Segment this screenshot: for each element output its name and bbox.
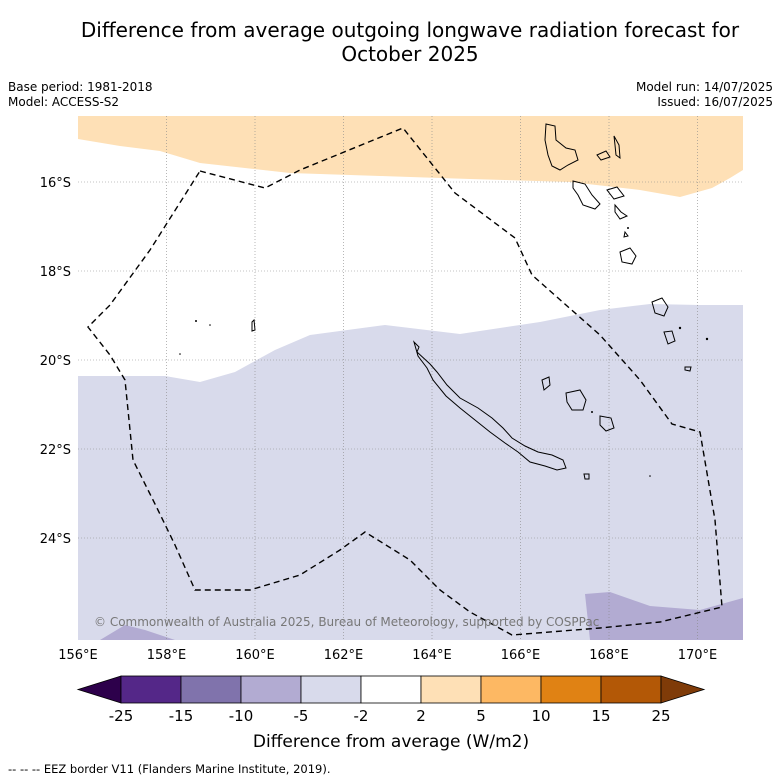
lon-tick-label: 158°E [147, 648, 187, 663]
colorbar-tick-label: -5 [294, 707, 309, 725]
colorbar-extend-high [660, 675, 706, 704]
island-epi [614, 203, 629, 220]
island-ambae [596, 150, 611, 161]
copyright-notice: © Commonwealth of Australia 2025, Bureau… [94, 615, 599, 629]
islet [678, 326, 682, 330]
colorbar-extend-low [76, 675, 122, 704]
island-maewo [613, 135, 621, 160]
eez-footnote: -- -- -- EEZ border V11 (Flanders Marine… [8, 762, 331, 776]
island-shepherd [623, 230, 629, 238]
colorbar-swatch [240, 675, 302, 704]
colorbar-tick-label: -15 [169, 707, 194, 725]
lon-tick-label: 156°E [58, 648, 98, 663]
island-tanna [663, 330, 676, 345]
island-ouvea [541, 376, 551, 391]
islet [627, 227, 629, 229]
islet [195, 320, 197, 322]
lon-tick-label: 162°E [324, 648, 364, 663]
island-malekula [572, 180, 601, 210]
colorbar-tick-label: 5 [476, 707, 486, 725]
island-espiritu-santo [544, 123, 579, 171]
lat-tick-labels: 16°S 18°S 20°S 22°S 24°S [40, 176, 71, 547]
eez-border [87, 127, 723, 636]
lon-tick-label: 160°E [235, 648, 275, 663]
model-info: Base period: 1981-2018 Model: ACCESS-S2 [8, 80, 153, 110]
colorbar-label: Difference from average (W/m2) [253, 732, 529, 752]
colorbar-swatch [180, 675, 242, 704]
colorbar-swatch [420, 675, 482, 704]
lon-tick-label: 164°E [412, 648, 452, 663]
strong-negative-bottom-right [585, 592, 743, 640]
colorbar-swatch [480, 675, 542, 704]
colorbar-swatch [300, 675, 362, 704]
colorbar-tick-label: -10 [229, 707, 254, 725]
coastlines [251, 123, 692, 480]
issued-date: Issued: 16/07/2025 [657, 95, 773, 109]
negative-anomaly-region [78, 304, 743, 640]
model-name: Model: ACCESS-S2 [8, 95, 120, 109]
islet [649, 475, 651, 477]
colorbar-swatches [76, 675, 706, 704]
lon-tick-labels: 156°E 158°E 160°E 162°E 164°E 166°E 168°… [58, 648, 717, 663]
colorbar-tick-label: 15 [591, 707, 610, 725]
island-walpole [583, 473, 590, 480]
island-lifou [565, 389, 587, 411]
island-efate [619, 247, 637, 265]
islet [705, 337, 709, 341]
lon-tick-label: 166°E [501, 648, 541, 663]
page-title: Difference from average outgoing longwav… [80, 18, 740, 66]
islet [209, 324, 211, 326]
island-aneityum [684, 366, 692, 372]
colorbar-swatch [540, 675, 602, 704]
strong-negative-bottom-left [100, 625, 175, 640]
colorbar-swatch [600, 675, 662, 704]
islet-dots [179, 227, 709, 477]
colorbar-swatch [120, 675, 182, 704]
island-erromango [651, 297, 669, 317]
colorbar-tick-label: -25 [109, 707, 134, 725]
colorbar-tick-label: 25 [651, 707, 670, 725]
island-mare [599, 415, 615, 432]
island-grande-terre [412, 340, 567, 471]
colorbar-tick-label: -2 [354, 707, 369, 725]
base-period: Base period: 1981-2018 [8, 80, 153, 94]
colorbar-tick-labels: -25 -15 -10 -5 -2 2 5 10 15 25 [109, 707, 671, 725]
model-run: Model run: 14/07/2025 [635, 80, 773, 94]
islet [591, 411, 593, 413]
run-info: Model run: 14/07/2025 Issued: 16/07/2025 [636, 80, 773, 110]
colorbar: -25 -15 -10 -5 -2 2 5 10 15 25 Differenc… [76, 675, 706, 752]
colorbar-tick-label: 2 [416, 707, 426, 725]
map-area: © Commonwealth of Australia 2025, Bureau… [78, 116, 743, 640]
lon-tick-label: 170°E [678, 648, 718, 663]
grid-lines [78, 116, 743, 640]
island-huon [251, 318, 256, 332]
lat-tick-label: 16°S [40, 176, 71, 191]
lat-tick-label: 18°S [40, 265, 71, 280]
islet [179, 353, 181, 355]
lat-tick-label: 22°S [40, 443, 71, 458]
lat-tick-label: 24°S [40, 532, 71, 547]
colorbar-swatch [360, 675, 422, 704]
colorbar-tick-label: 10 [531, 707, 550, 725]
positive-anomaly-region [78, 116, 743, 197]
island-pentecost [606, 186, 625, 200]
lon-tick-label: 168°E [589, 648, 629, 663]
lat-tick-label: 20°S [40, 354, 71, 369]
